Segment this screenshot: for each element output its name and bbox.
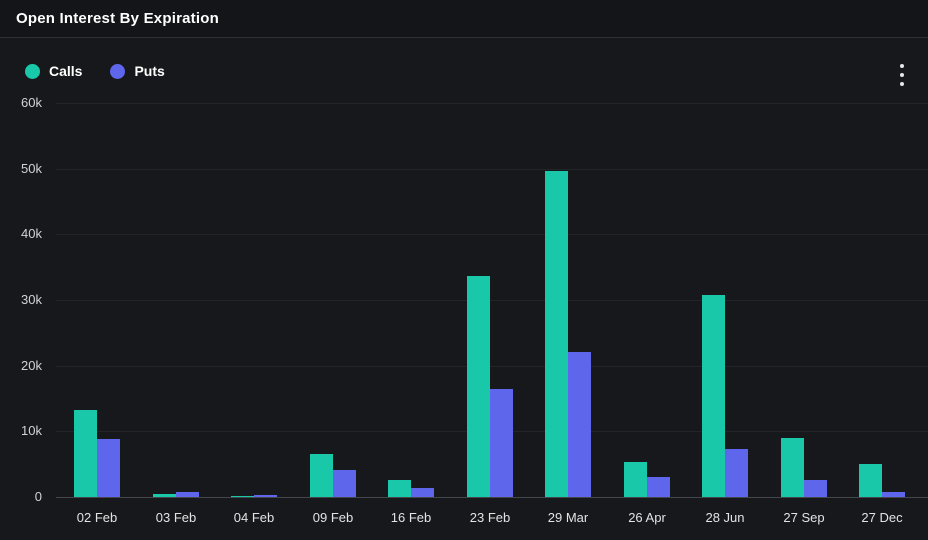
gridline: [56, 103, 928, 104]
x-axis-tick-label: 27 Dec: [861, 510, 903, 525]
bar-puts-02-feb[interactable]: [97, 439, 120, 497]
y-axis-tick-label: 30k: [21, 292, 42, 307]
legend-label-puts: Puts: [134, 63, 165, 79]
gridline: [56, 300, 928, 301]
x-axis-tick-label: 28 Jun: [705, 510, 745, 525]
bar-calls-27-sep[interactable]: [781, 438, 804, 497]
bar-calls-26-apr[interactable]: [624, 462, 647, 497]
gridline: [56, 169, 928, 170]
bar-calls-29-mar[interactable]: [545, 171, 568, 497]
legend-item-calls[interactable]: Calls: [25, 63, 82, 79]
y-axis-tick-label: 60k: [21, 95, 42, 110]
bar-calls-23-feb[interactable]: [467, 276, 490, 497]
x-axis-tick-label: 02 Feb: [76, 510, 118, 525]
bar-puts-27-sep[interactable]: [804, 480, 827, 497]
gridline: [56, 234, 928, 235]
bar-calls-16-feb[interactable]: [388, 480, 411, 497]
legend-label-calls: Calls: [49, 63, 83, 79]
kebab-dot: [900, 73, 904, 77]
x-axis-tick-label: 23 Feb: [469, 510, 511, 525]
bar-calls-28-jun[interactable]: [702, 295, 725, 497]
bar-calls-03-feb[interactable]: [153, 494, 176, 497]
bar-puts-23-feb[interactable]: [490, 389, 513, 497]
page-title: Open Interest By Expiration: [16, 10, 219, 27]
bar-calls-02-feb[interactable]: [74, 410, 97, 497]
y-axis-tick-label: 10k: [21, 423, 42, 438]
y-axis-tick-label: 40k: [21, 226, 42, 241]
x-axis-tick-label: 16 Feb: [390, 510, 432, 525]
puts-series-dot-icon: [110, 63, 126, 79]
bar-calls-04-feb[interactable]: [231, 496, 254, 497]
x-axis-tick-label: 04 Feb: [233, 510, 275, 525]
x-axis-tick-label: 09 Feb: [312, 510, 354, 525]
calls-series-dot-icon: [25, 63, 40, 79]
bar-puts-04-feb[interactable]: [254, 495, 277, 497]
bar-puts-03-feb[interactable]: [176, 492, 199, 497]
gridline: [56, 366, 928, 367]
bar-puts-16-feb[interactable]: [411, 488, 434, 497]
y-axis-tick-label: 20k: [21, 358, 42, 373]
kebab-dot: [900, 64, 904, 68]
bar-puts-28-jun[interactable]: [725, 449, 748, 497]
legend-item-puts[interactable]: Puts: [110, 63, 165, 79]
x-axis-tick-label: 26 Apr: [628, 510, 666, 525]
y-axis-tick-label: 0: [34, 489, 42, 504]
bar-puts-09-feb[interactable]: [333, 470, 356, 497]
y-axis-tick-label: 50k: [21, 161, 42, 176]
kebab-dot: [900, 82, 904, 86]
titlebar: Open Interest By Expiration: [0, 0, 928, 38]
legend: Calls Puts: [25, 63, 165, 79]
bar-calls-27-dec[interactable]: [859, 464, 882, 497]
x-axis-tick-label: 27 Sep: [783, 510, 825, 525]
bar-puts-26-apr[interactable]: [647, 477, 670, 497]
bar-puts-29-mar[interactable]: [568, 352, 591, 497]
bar-calls-09-feb[interactable]: [310, 454, 333, 497]
kebab-menu-icon[interactable]: [890, 59, 914, 91]
x-axis-line: [56, 497, 928, 498]
x-axis-tick-label: 03 Feb: [155, 510, 197, 525]
x-axis-tick-label: 29 Mar: [547, 510, 589, 525]
bar-puts-27-dec[interactable]: [882, 492, 905, 497]
